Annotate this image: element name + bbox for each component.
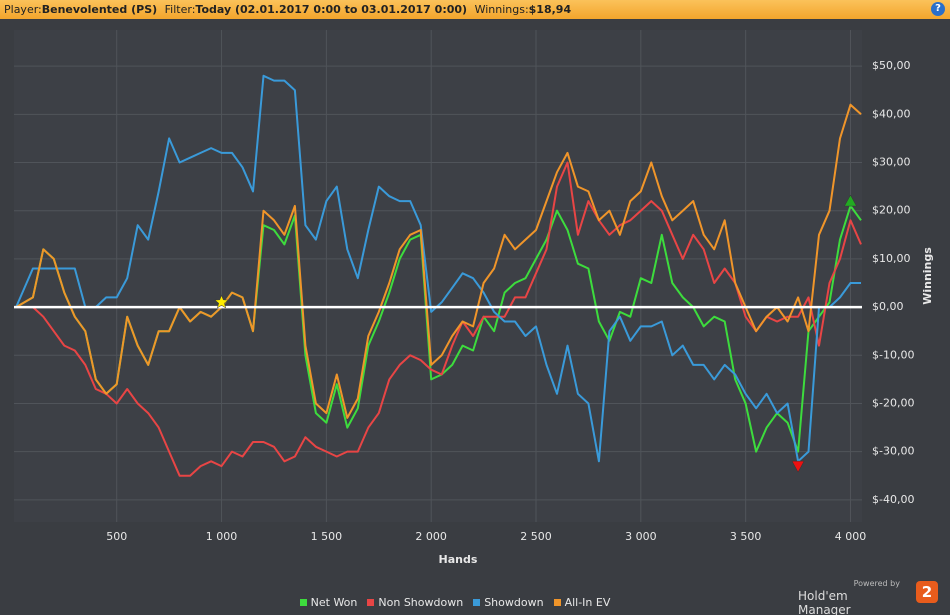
product-name: Hold'em Manager	[798, 589, 851, 615]
y-tick-label: $-10,00	[872, 348, 914, 361]
legend-swatch	[299, 598, 307, 606]
x-tick-label: 3 500	[730, 530, 762, 543]
x-tick-label: 2 000	[415, 530, 447, 543]
legend-swatch	[553, 598, 561, 606]
y-tick-label: $20,00	[872, 204, 911, 217]
legend: Net Won Non Showdown Showdown All-In EV	[0, 594, 910, 610]
x-tick-label: 2 500	[520, 530, 552, 543]
y-tick-label: $40,00	[872, 107, 911, 120]
filter-label: Filter:	[164, 3, 196, 16]
y-tick-label: $-40,00	[872, 493, 914, 506]
legend-label: Showdown	[484, 595, 544, 609]
y-tick-label: $0,00	[872, 300, 904, 313]
help-button[interactable]: ?	[931, 2, 945, 16]
y-axis-title: Winnings	[921, 247, 934, 305]
chart: Hands $-40,00 $-30,00 $-20,00 $-10,00 $0,00 $…	[14, 30, 934, 566]
legend-item[interactable]: All-In EV	[553, 594, 611, 610]
y-tick-label: $-20,00	[872, 396, 914, 409]
series-line	[16, 161, 862, 477]
x-tick-label: 500	[106, 530, 127, 543]
legend-item[interactable]: Showdown	[473, 594, 544, 610]
filter-value: Today (02.01.2017 0:00 to 03.01.2017 0:0…	[195, 3, 468, 16]
y-tick-label: $50,00	[872, 59, 911, 72]
y-tick-label: $10,00	[872, 252, 911, 265]
y-tick-label: $30,00	[872, 156, 911, 169]
header-bar: Player:Benevolented (PS) Filter:Today (0…	[0, 0, 950, 19]
winnings-label: Winnings:	[474, 3, 529, 16]
marker	[214, 294, 229, 309]
marker	[844, 194, 857, 207]
player-label: Player:	[4, 3, 42, 16]
branding: Powered by Hold'em Manager 2	[798, 579, 938, 615]
x-tick-label: 1 500	[311, 530, 343, 543]
series-line	[15, 103, 862, 419]
x-tick-label: 4 000	[835, 530, 867, 543]
marker	[791, 460, 805, 473]
plot-area	[14, 30, 862, 522]
legend-label: All-In EV	[564, 595, 611, 609]
x-tick-label: 1 000	[206, 530, 238, 543]
legend-label: Net Won	[310, 595, 358, 609]
product-logo: 2	[916, 581, 938, 603]
legend-label: Non Showdown	[378, 595, 464, 609]
player-name: Benevolented (PS)	[41, 3, 158, 16]
x-tick-label: 3 000	[625, 530, 657, 543]
legend-item[interactable]: Net Won	[299, 594, 358, 610]
legend-item[interactable]: Non Showdown	[367, 594, 463, 610]
legend-swatch	[367, 598, 375, 606]
legend-swatch	[473, 598, 481, 606]
powered-by: Powered by	[853, 579, 900, 588]
series-line	[15, 74, 861, 463]
winnings-value: $18,94	[528, 3, 572, 16]
y-tick-label: $-30,00	[872, 445, 914, 458]
x-axis-title: Hands	[439, 553, 478, 566]
